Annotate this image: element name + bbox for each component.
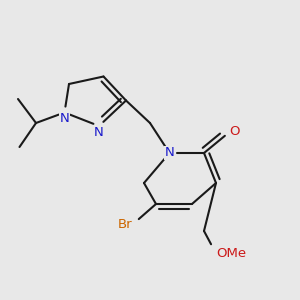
Text: N: N xyxy=(60,112,69,125)
Text: Br: Br xyxy=(117,218,132,232)
Text: OMe: OMe xyxy=(216,247,246,260)
Text: N: N xyxy=(165,146,174,160)
Text: N: N xyxy=(94,126,104,139)
Text: O: O xyxy=(230,125,240,139)
